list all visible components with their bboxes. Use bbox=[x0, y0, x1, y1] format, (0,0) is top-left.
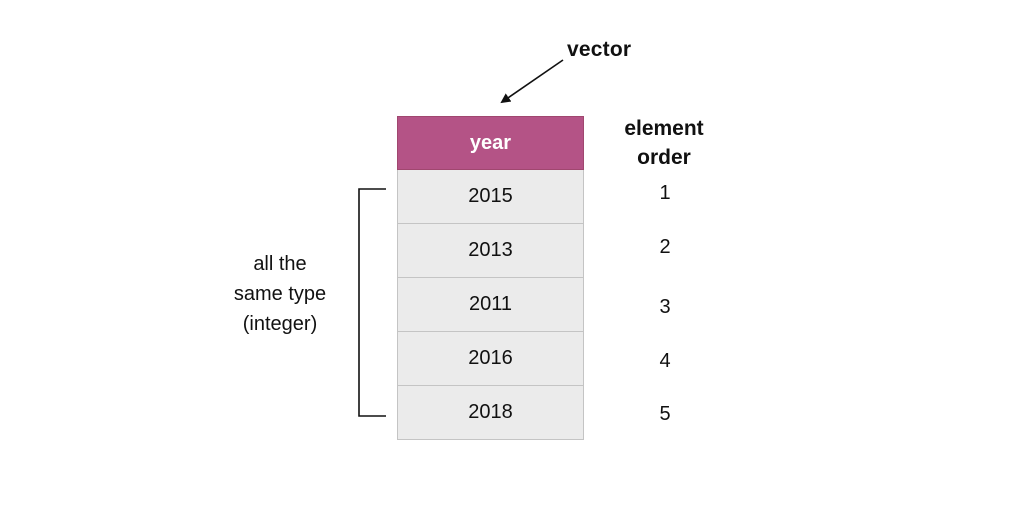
type-note-line1: all the bbox=[253, 253, 307, 275]
type-bracket bbox=[358, 188, 386, 417]
vector-cell: 2015 bbox=[397, 170, 584, 224]
element-order-title-line1: element bbox=[624, 117, 704, 140]
type-note-line3: (integer) bbox=[242, 313, 318, 335]
order-number: 4 bbox=[659, 350, 671, 372]
order-number: 3 bbox=[659, 296, 671, 318]
vector-cell: 2011 bbox=[397, 278, 584, 332]
order-number: 1 bbox=[659, 182, 671, 204]
element-order-title-line2: order bbox=[637, 146, 691, 169]
order-number: 2 bbox=[659, 236, 671, 258]
vector-header: year bbox=[397, 116, 584, 170]
vector-table: year 2015 2013 2011 2016 2018 bbox=[397, 116, 584, 440]
type-note-line2: same type bbox=[233, 283, 327, 305]
type-note: all the same type (integer) bbox=[210, 249, 350, 339]
vector-cell: 2018 bbox=[397, 386, 584, 440]
vector-arrow bbox=[500, 59, 564, 104]
vector-cell: 2016 bbox=[397, 332, 584, 386]
vector-label: vector bbox=[567, 38, 632, 61]
vector-cell: 2013 bbox=[397, 224, 584, 278]
order-number: 5 bbox=[659, 403, 671, 425]
element-order-title: element order bbox=[604, 114, 724, 172]
